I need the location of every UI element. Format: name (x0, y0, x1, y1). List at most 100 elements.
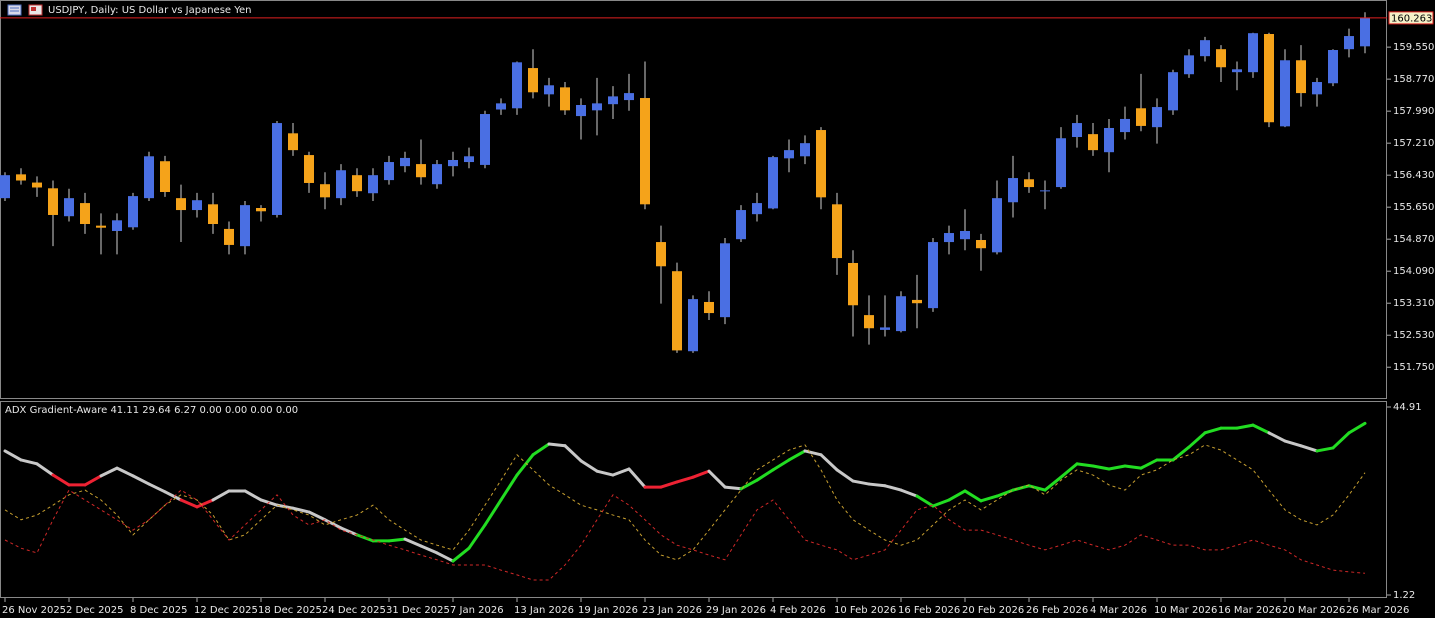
candle-body (496, 103, 506, 110)
y-tick-label: 159.550 (1393, 42, 1434, 53)
candle-body (864, 315, 874, 329)
adx-segment (211, 489, 231, 502)
adx-segment (1171, 445, 1191, 462)
candle-body (352, 175, 362, 192)
candle-body (464, 156, 474, 163)
adx-segment (355, 533, 375, 543)
adx-segment (787, 449, 807, 462)
icon (7, 4, 22, 16)
di-line (4, 444, 1366, 561)
candle-body (1200, 40, 1210, 57)
adx-segment (963, 489, 983, 503)
candle-body (384, 162, 394, 181)
y-tick-label: 152.530 (1393, 330, 1434, 341)
candle-body (1152, 107, 1162, 128)
y-tick-label: 155.650 (1393, 202, 1434, 213)
adx-segment (291, 506, 311, 514)
candle-body (784, 150, 794, 159)
candle-body (544, 85, 554, 95)
main-pane-frame (0, 0, 1387, 399)
y-tick-label: 44.91 (1393, 402, 1422, 413)
adx-segment (339, 526, 359, 537)
adx-segment (307, 510, 327, 522)
candle-body (432, 164, 442, 185)
candle-body (928, 242, 938, 309)
candle-body (480, 114, 490, 165)
x-tick-label: 26 Feb 2026 (1026, 605, 1088, 616)
candle-body (1040, 190, 1050, 192)
adx-segment (1139, 458, 1159, 470)
adx-segment (499, 473, 519, 502)
x-tick-label: 13 Jan 2026 (514, 605, 574, 616)
candle-body (704, 301, 714, 314)
adx-segment (323, 518, 343, 530)
x-tick-label: 26 Mar 2026 (1346, 605, 1409, 616)
adx-segment (899, 488, 919, 498)
adx-segment (1299, 444, 1319, 453)
adx-segment (83, 474, 103, 487)
adx-segment (35, 462, 55, 477)
candle-body (80, 203, 90, 225)
x-tick-label: 23 Jan 2026 (642, 605, 702, 616)
candle-body (368, 175, 378, 194)
candle-body (1280, 60, 1290, 127)
x-tick-label: 20 Mar 2026 (1282, 605, 1345, 616)
candle-body (1248, 33, 1258, 73)
candle-body (304, 155, 314, 183)
adx-segment (979, 494, 999, 503)
candle-body (1024, 179, 1034, 188)
candle-body (512, 62, 522, 109)
x-tick-label: 12 Dec 2025 (194, 605, 258, 616)
y-tick-label: 151.750 (1393, 362, 1434, 373)
y-tick-label: 156.430 (1393, 170, 1434, 181)
candle-body (608, 96, 618, 105)
adx-segment (931, 498, 951, 508)
candle-body (944, 233, 954, 243)
header-icons (7, 4, 43, 16)
adx-segment (867, 482, 887, 488)
x-tick-label: 4 Mar 2026 (1090, 605, 1147, 616)
adx-segment (835, 468, 855, 483)
adx-segment (243, 489, 263, 502)
candle-body (960, 230, 970, 240)
candle-body (96, 225, 106, 228)
adx-segment (915, 494, 935, 508)
candle-body (528, 68, 538, 93)
candle-body (1296, 60, 1306, 94)
candle-body (800, 143, 810, 157)
adx-segment (611, 467, 631, 477)
candle-body (816, 130, 826, 198)
candle-body (448, 159, 458, 167)
x-tick-label: 10 Mar 2026 (1154, 605, 1217, 616)
candle-body (1344, 36, 1354, 50)
candle-body (1168, 72, 1178, 111)
candle-body (736, 210, 746, 240)
x-tick-label: 20 Feb 2026 (962, 605, 1024, 616)
adx-segment (1267, 431, 1287, 443)
x-tick-label: 24 Dec 2025 (322, 605, 386, 616)
candle-body (560, 87, 570, 111)
candle-body (32, 182, 42, 188)
candle-body (1056, 138, 1066, 188)
x-tick-label: 18 Dec 2025 (258, 605, 322, 616)
candle-body (160, 161, 170, 192)
adx-segment (51, 473, 71, 487)
candle-body (288, 133, 298, 151)
adx-segment (1283, 439, 1303, 448)
candle-body (256, 208, 266, 212)
adx-segment (707, 469, 727, 489)
adx-segment (451, 546, 471, 563)
y-tick-label: 1.22 (1393, 590, 1415, 601)
candle-body (848, 262, 858, 306)
adx-segment (3, 449, 23, 462)
adx-segment (579, 459, 599, 473)
candle-body (912, 299, 922, 304)
indicator-title: ADX Gradient-Aware 41.11 29.64 6.27 0.00… (5, 405, 298, 416)
y-tick-label: 158.770 (1393, 74, 1434, 85)
adx-segment (1203, 426, 1223, 435)
candle-body (112, 220, 122, 231)
adx-segment (435, 551, 455, 563)
candle-body (656, 242, 666, 267)
